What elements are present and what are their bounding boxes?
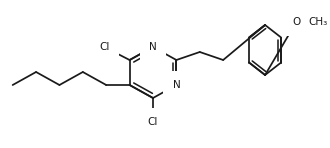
Text: N: N [173,80,180,90]
Text: Cl: Cl [99,42,110,52]
Text: O: O [292,17,300,27]
Text: N: N [149,42,157,52]
Text: CH₃: CH₃ [308,17,327,27]
Text: Cl: Cl [148,117,158,127]
